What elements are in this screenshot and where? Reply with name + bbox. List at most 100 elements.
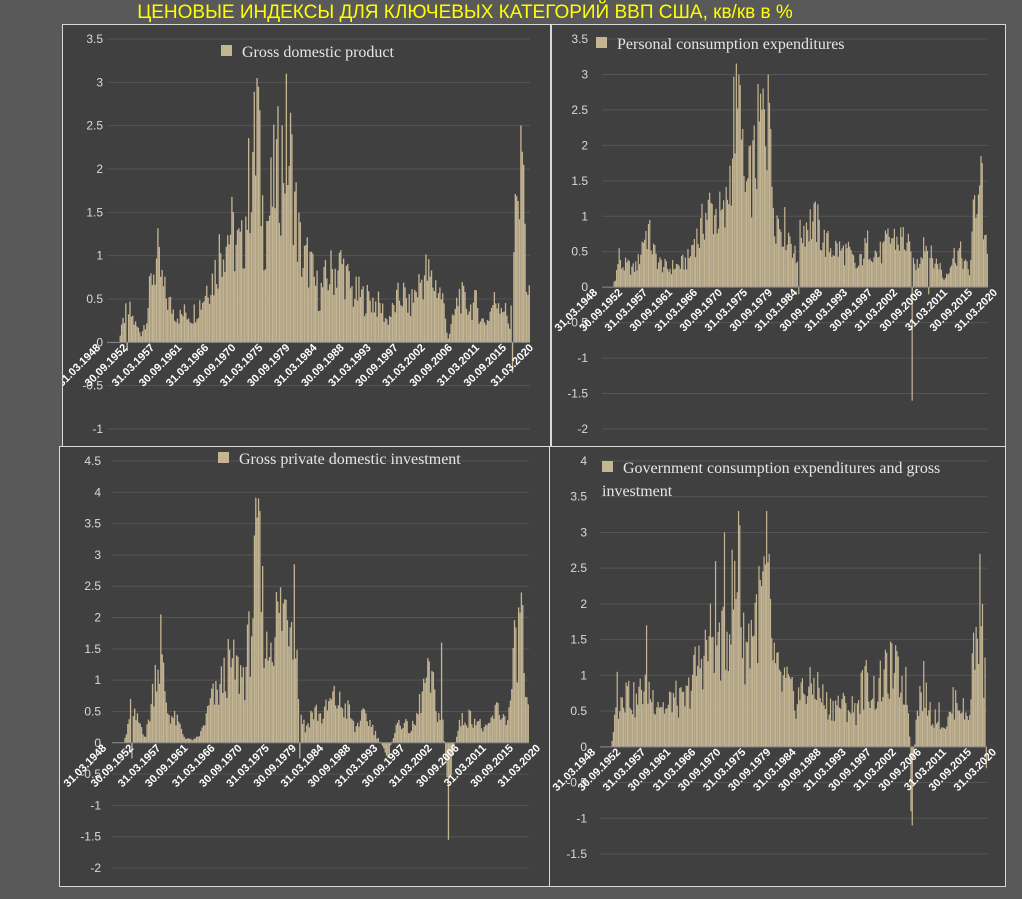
gdp-bar: [204, 295, 207, 343]
pce-bar: [919, 264, 921, 288]
investment-bar: [391, 741, 393, 743]
gdp-bar: [437, 293, 440, 343]
government-bar: [649, 699, 652, 747]
government-bar: [906, 704, 908, 747]
pce-bar: [691, 245, 693, 288]
government-bar: [842, 692, 844, 747]
government-bar: [823, 705, 825, 747]
gdp-bar: [342, 258, 345, 343]
pce-bar: [859, 254, 861, 288]
investment-bar: [345, 718, 348, 743]
government-bar: [822, 684, 824, 747]
government-bar: [754, 602, 756, 747]
pce-bar: [672, 260, 674, 288]
government-bar: [630, 709, 632, 747]
gdp-bar: [453, 315, 455, 343]
pce-bar: [749, 145, 751, 288]
government-bar: [889, 641, 892, 747]
government-bar: [937, 721, 939, 747]
government-bar: [934, 709, 936, 747]
government-bar: [634, 717, 636, 747]
investment-bar: [330, 699, 333, 743]
investment-bar: [183, 736, 185, 743]
government-bar: [732, 609, 735, 747]
pce-bar: [728, 204, 730, 288]
government-bar: [832, 700, 834, 747]
investment-bar: [460, 726, 462, 743]
pce-bar: [627, 259, 629, 288]
government-bar: [882, 696, 884, 747]
pce-bar: [614, 280, 616, 288]
gdp-y-tick-label: 1: [96, 249, 103, 263]
pce-bar: [907, 233, 909, 288]
investment-bar: [414, 725, 417, 743]
investment-bar: [387, 742, 389, 758]
gdp-bar: [319, 310, 321, 343]
pce-bar: [628, 261, 630, 288]
government-bar: [851, 696, 853, 747]
pce-y-tick-label: -0.5: [567, 316, 588, 330]
investment-bar: [502, 714, 505, 743]
investment-bar: [271, 662, 273, 743]
pce-bar: [929, 257, 931, 288]
gdp-bar: [229, 234, 232, 343]
gdp-bar: [527, 294, 529, 343]
pce-bar: [860, 253, 862, 288]
pce-bar: [883, 240, 885, 288]
gdp-bar: [380, 313, 382, 343]
government-bar: [760, 586, 763, 747]
investment-bar: [189, 738, 191, 743]
gdp-bar: [281, 125, 283, 343]
government-bar: [741, 658, 743, 747]
investment-bar: [167, 713, 169, 743]
gdp-bar: [323, 266, 325, 343]
pce-bar: [896, 236, 898, 288]
gdp-bar: [308, 287, 310, 343]
gdp-bar: [486, 320, 489, 343]
gdp-bar: [495, 303, 497, 343]
pce-bar: [852, 255, 855, 288]
gdp-bar: [296, 261, 299, 343]
gdp-bar: [274, 208, 276, 343]
pce-bar: [771, 186, 773, 288]
pce-bar: [664, 258, 666, 288]
gdp-bar: [201, 302, 204, 343]
pce-bar: [813, 203, 815, 288]
investment-bar: [516, 682, 518, 743]
gdp-bar: [375, 301, 377, 343]
government-bar: [685, 685, 687, 747]
government-bar: [966, 716, 968, 747]
investment-bar: [231, 658, 234, 743]
government-bar: [621, 697, 623, 747]
investment-y-tick-label: -1: [90, 798, 101, 812]
government-bar: [946, 726, 948, 747]
government-y-tick-label: 0.5: [570, 704, 587, 718]
government-bar: [735, 598, 737, 747]
government-bar: [944, 728, 947, 747]
investment-bar-chart: -2-1.5-1-0.500.511.522.533.544.531.03.19…: [62, 454, 543, 875]
investment-bar: [417, 714, 419, 743]
gdp-bar: [337, 270, 339, 343]
pce-bar: [762, 88, 764, 288]
investment-bar: [301, 724, 304, 743]
gdp-bar: [509, 328, 511, 343]
pce-bar: [835, 240, 837, 288]
pce-bar: [765, 146, 767, 288]
government-bar: [740, 627, 742, 747]
gdp-bar: [210, 295, 212, 343]
gdp-bar: [393, 304, 395, 343]
gdp-bar: [405, 298, 408, 343]
investment-bar: [384, 742, 386, 753]
pce-bar: [781, 246, 783, 288]
gdp-bar: [499, 313, 501, 343]
gdp-y-tick-label: -1: [92, 422, 103, 436]
investment-bar: [292, 659, 294, 743]
government-bar: [714, 561, 717, 747]
investment-bar: [215, 680, 217, 743]
gdp-bar: [275, 139, 278, 343]
pce-bar: [816, 241, 818, 288]
government-bar: [684, 706, 686, 747]
investment-bar: [222, 692, 224, 743]
government-bar: [806, 696, 809, 747]
investment-y-tick-label: 2: [94, 611, 101, 625]
